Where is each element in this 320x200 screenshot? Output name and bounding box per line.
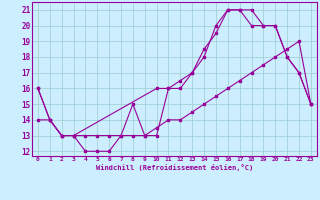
X-axis label: Windchill (Refroidissement éolien,°C): Windchill (Refroidissement éolien,°C) [96, 164, 253, 171]
